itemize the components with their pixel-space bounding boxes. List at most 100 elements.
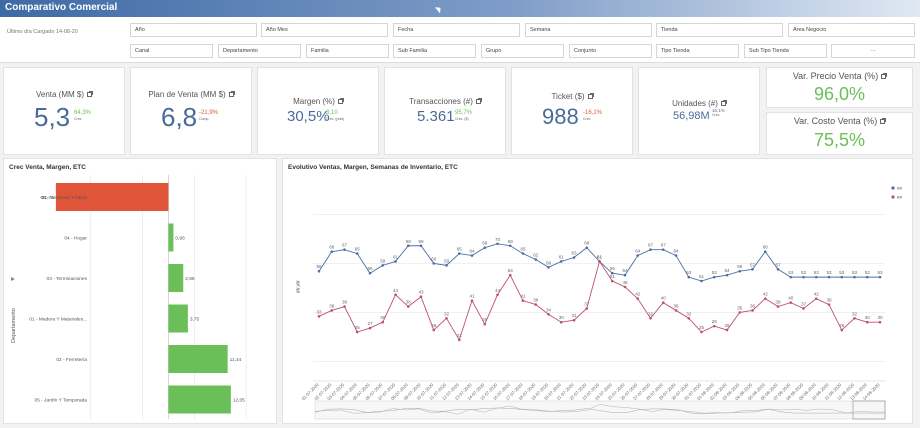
filter-tienda[interactable]: Tienda <box>656 23 783 37</box>
series-point[interactable] <box>776 305 780 308</box>
series-point[interactable] <box>330 250 334 253</box>
series-point[interactable] <box>483 322 487 326</box>
series-point[interactable] <box>547 313 550 316</box>
series-point[interactable] <box>585 307 589 310</box>
series-point[interactable] <box>355 252 359 255</box>
filter-semana[interactable]: Semana <box>525 23 652 37</box>
series-point[interactable] <box>343 305 346 308</box>
series-point[interactable] <box>508 244 512 248</box>
kpi-plan-venta[interactable]: Plan de Venta (MM $) 6,8 -21,9% Cump. <box>130 67 252 155</box>
series-point[interactable] <box>521 299 525 302</box>
series-point[interactable] <box>470 254 474 257</box>
series-point[interactable] <box>381 264 385 267</box>
series-point[interactable] <box>623 285 627 289</box>
series-point[interactable] <box>585 246 589 250</box>
series-point[interactable] <box>700 330 703 334</box>
series-point[interactable] <box>483 246 487 250</box>
series-point[interactable] <box>789 301 793 304</box>
series-point[interactable] <box>853 275 856 279</box>
bar[interactable] <box>55 183 169 211</box>
filter-departamento[interactable]: Departamento <box>218 44 301 58</box>
kpi-ticket[interactable]: Ticket ($) 988 -16,1% Crec. <box>511 67 633 155</box>
series-point[interactable] <box>738 311 742 314</box>
series-point[interactable] <box>623 273 627 277</box>
series-point[interactable] <box>381 320 385 324</box>
series-point[interactable] <box>330 309 334 312</box>
series-point[interactable] <box>572 318 576 322</box>
series-line[interactable] <box>318 260 880 341</box>
series-point[interactable] <box>687 316 691 320</box>
bar[interactable] <box>168 345 228 373</box>
filter-fecha[interactable]: Fecha <box>393 23 520 37</box>
kpi-margen[interactable]: Margen (%) 30,5% 8,10 Crec. (pnts) <box>257 67 379 155</box>
series-point[interactable] <box>610 279 614 283</box>
series-point[interactable] <box>763 297 767 300</box>
scroll-navigator-handle[interactable] <box>852 400 886 420</box>
series-point[interactable] <box>394 260 397 263</box>
filter-sub-familia[interactable]: Sub Familia <box>393 44 476 58</box>
kpi-var-precio[interactable]: Var. Precio Venta (%) 96,0% <box>766 67 913 108</box>
series-point[interactable] <box>661 248 665 251</box>
series-point[interactable] <box>814 275 818 279</box>
kpi-venta[interactable]: Venta (MM $) 5,3 64,3% Crec. <box>3 67 125 155</box>
series-point[interactable] <box>457 338 461 342</box>
series-point[interactable] <box>406 244 410 248</box>
series-point[interactable] <box>700 279 703 283</box>
external-link-icon[interactable] <box>337 98 344 104</box>
series-point[interactable] <box>802 307 805 310</box>
series-point[interactable] <box>738 269 742 273</box>
series-point[interactable] <box>840 275 844 279</box>
series-point[interactable] <box>878 275 882 279</box>
external-link-icon[interactable] <box>87 91 93 97</box>
series-point[interactable] <box>419 244 423 248</box>
series-point[interactable] <box>457 252 461 255</box>
series-point[interactable] <box>406 305 410 308</box>
kpi-transacciones[interactable]: Transacciones (#) 5.361 95,7% Crec. ($) <box>384 67 506 155</box>
series-point[interactable] <box>598 260 601 263</box>
series-point[interactable] <box>572 256 576 259</box>
external-link-icon[interactable] <box>720 100 727 106</box>
series-point[interactable] <box>712 275 716 279</box>
filter-grupo[interactable]: Grupo <box>481 44 564 58</box>
series-point[interactable] <box>827 303 831 306</box>
series-point[interactable] <box>521 252 525 255</box>
kpi-var-costo[interactable]: Var. Costo Venta (%) 75,5% <box>766 112 913 155</box>
series-point[interactable] <box>636 254 640 257</box>
series-point[interactable] <box>751 267 754 271</box>
bar[interactable] <box>168 385 231 414</box>
series-point[interactable] <box>751 309 754 312</box>
series-point[interactable] <box>865 320 869 324</box>
series-point[interactable] <box>865 275 869 279</box>
series-point[interactable] <box>368 271 372 275</box>
external-link-icon[interactable] <box>880 118 887 124</box>
series-point[interactable] <box>317 269 321 273</box>
series-point[interactable] <box>610 271 614 275</box>
series-point[interactable] <box>368 326 372 330</box>
series-point[interactable] <box>649 248 652 251</box>
filter-sub-tipo-tienda[interactable]: Sub Tipo Tienda <box>744 44 827 58</box>
series-point[interactable] <box>496 293 499 297</box>
series-point[interactable] <box>470 299 474 302</box>
bar[interactable] <box>168 264 184 292</box>
series-point[interactable] <box>432 328 436 332</box>
filter-area-negocio[interactable]: Area Negocio <box>788 23 915 37</box>
series-point[interactable] <box>776 267 780 271</box>
series-point[interactable] <box>317 315 321 318</box>
series-point[interactable] <box>496 242 499 246</box>
series-point[interactable] <box>725 328 729 332</box>
external-link-icon[interactable] <box>587 93 594 99</box>
series-point[interactable] <box>508 273 512 277</box>
series-point[interactable] <box>789 275 793 279</box>
series-point[interactable] <box>814 297 818 300</box>
external-link-icon[interactable] <box>228 91 235 97</box>
filter-conjunto[interactable]: Conjunto <box>569 44 652 58</box>
series-point[interactable] <box>355 330 359 334</box>
series-point[interactable] <box>445 264 448 267</box>
filter-familia[interactable]: Familia <box>306 44 389 58</box>
series-point[interactable] <box>559 320 563 324</box>
series-point[interactable] <box>725 273 729 277</box>
filter-ano[interactable]: Año <box>130 23 257 37</box>
series-point[interactable] <box>674 309 678 312</box>
series-point[interactable] <box>534 303 538 306</box>
filter-canal[interactable]: Canal <box>130 44 213 58</box>
